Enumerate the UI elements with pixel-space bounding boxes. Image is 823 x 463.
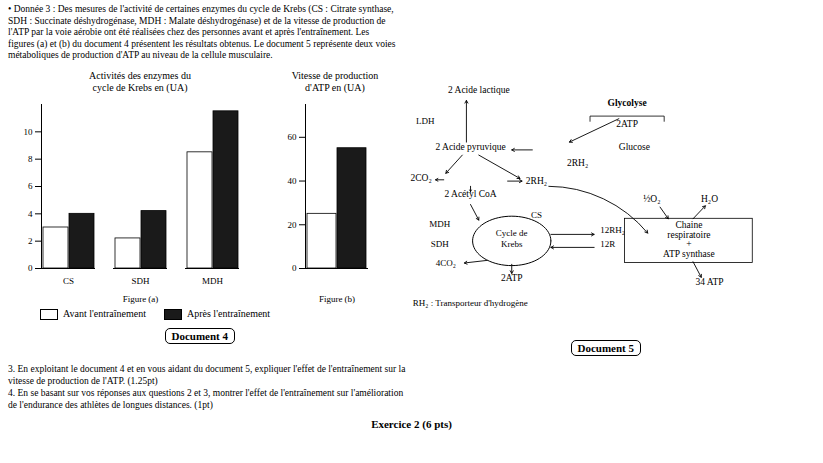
html-text:Document 4: Document 4 bbox=[171, 330, 228, 342]
html-text:Exercice 2 (6 pts): Exercice 2 (6 pts) bbox=[371, 418, 452, 430]
svg-text:Krebs: Krebs bbox=[501, 239, 523, 249]
html-text:Document 5: Document 5 bbox=[577, 342, 634, 354]
svg-text:60: 60 bbox=[288, 132, 298, 142]
svg-text:SDH: SDH bbox=[431, 239, 450, 249]
svg-text:4: 4 bbox=[28, 209, 33, 219]
svg-text:MDH: MDH bbox=[202, 276, 224, 286]
html-text:3. En exploitant le document 4: 3. En exploitant le document 4 et en vou… bbox=[8, 364, 406, 386]
svg-text:2RH₂: 2RH₂ bbox=[526, 176, 547, 186]
svg-text:2ATP: 2ATP bbox=[616, 119, 638, 129]
html-text:4. En se basant sur vos répons: 4. En se basant sur vos réponses aux que… bbox=[8, 388, 404, 410]
svg-text:respiratoire: respiratoire bbox=[667, 230, 711, 241]
html-text:Avant l'entraînement: Avant l'entraînement bbox=[63, 308, 146, 319]
svg-text:0: 0 bbox=[28, 263, 33, 273]
svg-text:34 ATP: 34 ATP bbox=[695, 277, 723, 287]
svg-text:20: 20 bbox=[288, 220, 298, 230]
svg-text:2RH₂: 2RH₂ bbox=[567, 158, 588, 168]
svg-text:12R: 12R bbox=[600, 239, 615, 249]
svg-text:Cycle de: Cycle de bbox=[496, 228, 528, 238]
html-text:• Donnée 3 : Des mesures de l': • Donnée 3 : Des mesures de l'activité d… bbox=[8, 4, 396, 60]
svg-text:CS: CS bbox=[531, 210, 542, 220]
svg-text:½O₂: ½O₂ bbox=[643, 194, 660, 204]
html-text:Vitesse de production d'ATP en: Vitesse de production d'ATP en (UA) bbox=[291, 70, 379, 93]
svg-text:Chaine: Chaine bbox=[675, 220, 702, 230]
svg-text:CS: CS bbox=[63, 276, 74, 286]
svg-text:H₂O: H₂O bbox=[701, 194, 718, 204]
svg-text:2ATP: 2ATP bbox=[501, 273, 523, 283]
svg-text:2 Acide pyruvique: 2 Acide pyruvique bbox=[435, 142, 505, 152]
svg-text:Glucose: Glucose bbox=[619, 142, 650, 152]
svg-text:MDH: MDH bbox=[429, 219, 451, 229]
svg-text:0: 0 bbox=[292, 263, 297, 273]
svg-text:RH₂ : Transporteur d'hydrogène: RH₂ : Transporteur d'hydrogène bbox=[413, 298, 528, 308]
html-text:Activités des enzymes du cycle: Activités des enzymes du cycle de Krebs … bbox=[89, 70, 191, 93]
svg-text:2 Acide lactique: 2 Acide lactique bbox=[448, 85, 510, 95]
svg-text:10: 10 bbox=[24, 127, 34, 137]
svg-text:LDH: LDH bbox=[416, 116, 435, 126]
svg-text:Figure (a): Figure (a) bbox=[123, 294, 159, 304]
svg-text:2 Acétyl CoA: 2 Acétyl CoA bbox=[444, 189, 496, 199]
svg-text:SDH: SDH bbox=[131, 276, 150, 286]
svg-text:ATP synthase: ATP synthase bbox=[663, 249, 715, 259]
svg-text:40: 40 bbox=[288, 176, 298, 186]
svg-text:4CO₂: 4CO₂ bbox=[436, 258, 456, 268]
svg-text:2CO₂: 2CO₂ bbox=[410, 173, 431, 183]
svg-text:6: 6 bbox=[28, 181, 33, 191]
svg-text:Glycolyse: Glycolyse bbox=[608, 98, 647, 108]
svg-text:8: 8 bbox=[28, 154, 33, 164]
svg-text:2: 2 bbox=[28, 236, 33, 246]
html-text:Après l'entraînement: Après l'entraînement bbox=[187, 308, 271, 319]
svg-text:Figure (b): Figure (b) bbox=[319, 294, 355, 304]
svg-text:12RH₂: 12RH₂ bbox=[600, 225, 625, 235]
